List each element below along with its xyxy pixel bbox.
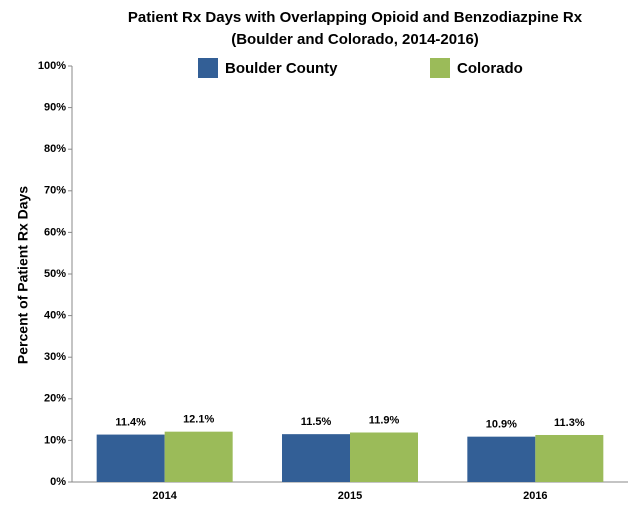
- x-tick-label: 2015: [338, 490, 362, 502]
- data-label: 10.9%: [486, 419, 517, 431]
- y-tick-label: 70%: [44, 185, 66, 197]
- x-tick-label: 2014: [152, 490, 177, 502]
- y-tick-label: 30%: [44, 351, 66, 363]
- legend-label: Colorado: [457, 60, 523, 77]
- legend-swatch: [430, 58, 450, 78]
- legend-label: Boulder County: [225, 60, 338, 77]
- y-tick-label: 80%: [44, 143, 66, 155]
- bar: [282, 434, 350, 482]
- bar: [467, 436, 536, 482]
- bar: [535, 434, 604, 482]
- y-tick-label: 10%: [44, 434, 66, 446]
- data-label: 11.4%: [115, 416, 146, 428]
- y-axis-label: Percent of Patient Rx Days: [15, 186, 31, 364]
- y-tick-label: 20%: [44, 393, 66, 405]
- bar: [350, 432, 418, 482]
- data-label: 11.9%: [369, 414, 400, 426]
- y-tick-label: 0%: [50, 476, 66, 488]
- bar: [96, 434, 165, 482]
- y-tick-label: 90%: [44, 102, 66, 114]
- chart-subtitle: (Boulder and Colorado, 2014-2016): [231, 31, 479, 48]
- x-tick-label: 2016: [523, 490, 547, 502]
- y-tick-label: 50%: [44, 268, 66, 280]
- legend-swatch: [198, 58, 218, 78]
- data-label: 11.5%: [301, 416, 332, 428]
- chart-title: Patient Rx Days with Overlapping Opioid …: [128, 9, 583, 26]
- y-tick-label: 60%: [44, 226, 66, 238]
- bar: [164, 431, 233, 482]
- y-tick-label: 100%: [38, 60, 66, 72]
- data-label: 12.1%: [183, 414, 214, 426]
- y-tick-label: 40%: [44, 310, 66, 322]
- data-label: 11.3%: [554, 417, 585, 429]
